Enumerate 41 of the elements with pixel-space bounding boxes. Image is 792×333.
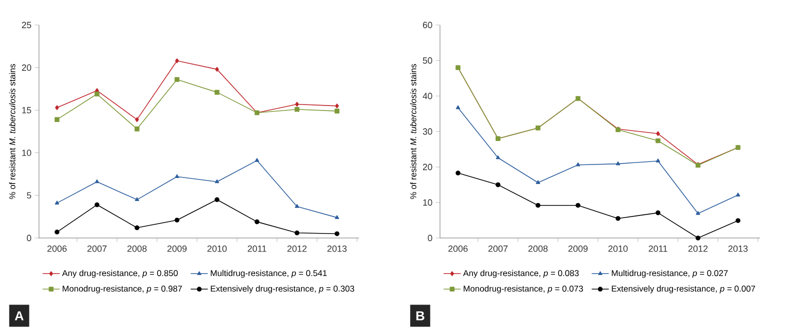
- y-tick-label: 20: [422, 164, 432, 170]
- y-tick-label: 15: [22, 107, 32, 114]
- x-tick-label: 2013: [728, 245, 748, 252]
- y-tick-label: 5: [26, 192, 32, 199]
- legend-label: Extensively drug-resistance, p = 0.007: [612, 285, 756, 294]
- text: A: [14, 311, 24, 320]
- x-tick-label: 2010: [608, 245, 628, 252]
- x-tick-label: 2011: [248, 245, 266, 252]
- y-tick-label: 60: [422, 22, 432, 28]
- y-tick-label: 25: [22, 22, 32, 28]
- y-axis-title: % of resistant M. tuberculosis stains: [410, 64, 416, 199]
- legend-label: Any drug-resistance, p = 0.850: [62, 270, 178, 278]
- y-tick-label: 10: [423, 199, 432, 206]
- legend-label: Any drug-resistance, p = 0.083: [463, 270, 579, 278]
- legend-label: Monodrug-resistance, p = 0.073: [464, 285, 583, 294]
- legend-label: Multidrug-resistance, p = 0.027: [612, 270, 728, 278]
- y-axis-title: % of resistant M. tuberculosis stains: [9, 64, 16, 199]
- legend-label: Extensively drug-resistance, p = 0.303: [210, 285, 354, 294]
- legend-label: Multidrug-resistance, p = 0.541: [210, 270, 327, 278]
- x-tick-label: 2009: [568, 245, 588, 252]
- x-tick-label: 2008: [528, 245, 548, 252]
- text: B: [416, 311, 424, 320]
- x-tick-label: 2011: [648, 245, 668, 252]
- y-tick-label: 0: [26, 234, 32, 242]
- x-tick-label: 2008: [127, 245, 147, 252]
- x-tick-label: 2006: [448, 245, 468, 252]
- x-tick-label: 2007: [87, 245, 107, 252]
- y-tick-label: 20: [22, 64, 32, 71]
- x-tick-label: 2006: [47, 245, 67, 252]
- x-tick-label: 2012: [688, 245, 708, 252]
- y-tick-label: 10: [22, 150, 32, 156]
- x-tick-label: 2010: [207, 245, 227, 252]
- legend-label: Monodrug-resistance, p = 0.987: [62, 285, 182, 294]
- x-tick-label: 2012: [287, 245, 307, 252]
- x-tick-label: 2009: [167, 245, 187, 252]
- y-tick-label: 0: [428, 234, 432, 242]
- y-tick-label: 30: [422, 128, 432, 135]
- x-tick-label: 2013: [327, 245, 347, 252]
- x-tick-label: 2007: [488, 245, 508, 252]
- y-tick-label: 50: [422, 57, 432, 64]
- y-tick-label: 40: [422, 92, 432, 100]
